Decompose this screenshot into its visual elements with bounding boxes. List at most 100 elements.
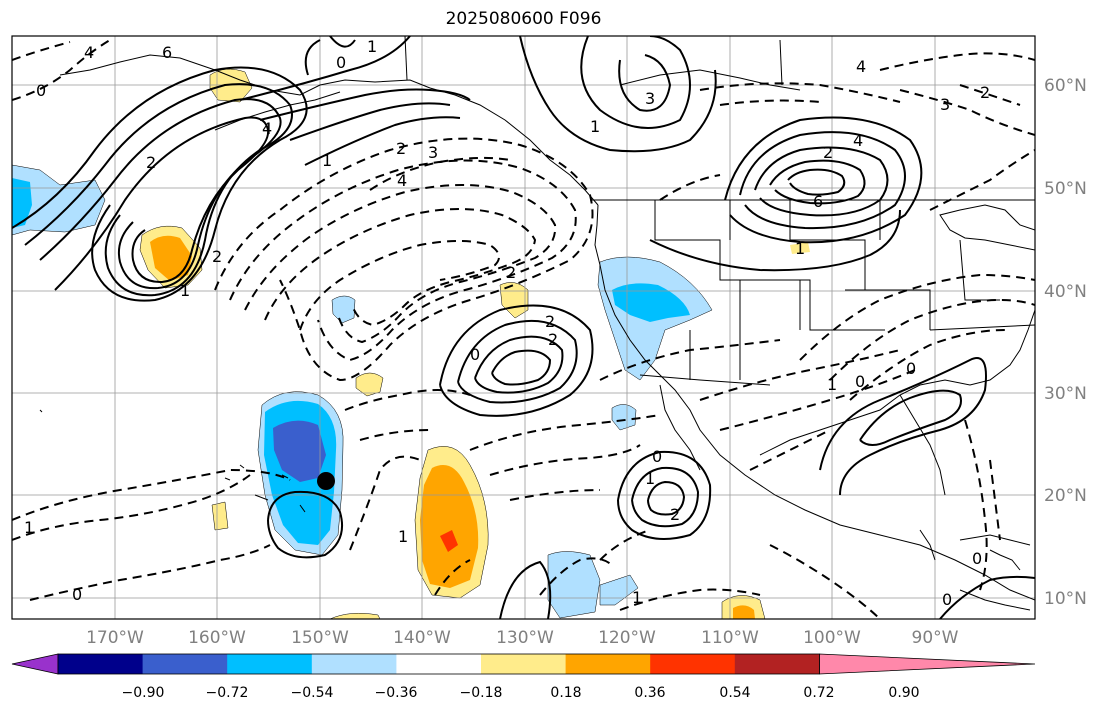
- colorbar-tick-labels: −0.90 −0.72 −0.54 −0.36 −0.18 0.18 0.36 …: [122, 685, 920, 701]
- lon-label: 150°W: [291, 628, 349, 648]
- contour-label: 2: [670, 505, 680, 524]
- lon-label: 120°W: [598, 628, 656, 648]
- contour-label: 0: [336, 53, 346, 72]
- shade-orange-central: [420, 465, 479, 588]
- contour-label: 3: [645, 89, 655, 108]
- shade-blue-west-edge-core: [12, 178, 32, 228]
- lon-label: 110°W: [701, 628, 759, 648]
- shade-blue-baja-south: [547, 551, 601, 619]
- colorbar-segment: [142, 654, 228, 674]
- contour-label: 3: [940, 95, 950, 114]
- contour-label: 0: [942, 590, 952, 609]
- shade-yellow-tiny: [790, 242, 810, 254]
- shade-blue-small: [331, 295, 356, 324]
- contour-label: 1: [795, 239, 805, 258]
- contour-label: 1: [645, 469, 655, 488]
- contour-label: 1: [322, 151, 332, 170]
- contour-label: 6: [162, 43, 172, 62]
- contour-label: 2: [396, 139, 406, 158]
- lon-label: 100°W: [803, 628, 861, 648]
- lat-label: 10°N: [1044, 589, 1087, 609]
- colorbar-segment: [58, 654, 144, 674]
- contour-label: 0: [470, 345, 480, 364]
- contour-label: 2: [980, 83, 990, 102]
- contour-label: 0: [36, 81, 46, 100]
- contour-label: 2: [823, 143, 833, 162]
- colorbar-segment: [227, 654, 313, 674]
- colorbar-segment: [396, 654, 482, 674]
- contour-label: 4: [856, 57, 866, 76]
- lat-label: 60°N: [1044, 76, 1087, 96]
- lat-label: 30°N: [1044, 384, 1087, 404]
- contour-label: 4: [397, 171, 407, 190]
- shade-blue-hawaii-core: [273, 420, 326, 482]
- lon-label: 140°W: [393, 628, 451, 648]
- colorbar-tick-label: −0.54: [291, 685, 334, 701]
- lat-label: 40°N: [1044, 282, 1087, 302]
- lon-label: 90°W: [912, 628, 959, 648]
- colorbar-segment: [565, 654, 651, 674]
- lon-label: 130°W: [496, 628, 554, 648]
- colorbar-tick-label: 0.54: [719, 685, 750, 701]
- contour-label: 1: [367, 37, 377, 56]
- colorbar-segments: [11, 653, 1036, 675]
- contours-positive: [12, 36, 1035, 619]
- contour-label: 1: [632, 588, 642, 607]
- contour-label: 1: [827, 375, 837, 394]
- colorbar-segment: [734, 654, 820, 674]
- colorbar-tick-label: 0.36: [634, 685, 665, 701]
- contour-label: 2: [545, 312, 555, 331]
- shade-blue-west-edge: [12, 164, 106, 236]
- lon-label: 170°W: [86, 628, 144, 648]
- map-frame: [11, 35, 1036, 620]
- shade-orange-pacific: [150, 235, 192, 281]
- colorbar-outline: [57, 653, 820, 675]
- shade-yellow-bottom-2: [329, 612, 381, 619]
- contour-label: 2: [146, 153, 156, 172]
- contour-label: 4: [262, 119, 272, 138]
- lon-label: 160°W: [188, 628, 246, 648]
- colorbar-extend-max: [819, 653, 1036, 675]
- contour-label: 4: [84, 43, 94, 62]
- colorbar-segment: [311, 654, 397, 674]
- map-panel: 6 4 0 1 4 2 0 1 2 3 4 3 1 4 3 2 6 4 2 1 …: [12, 36, 1035, 619]
- colorbar-segment: [481, 654, 567, 674]
- colorbar-segment: [650, 654, 736, 674]
- lat-label: 50°N: [1044, 179, 1087, 199]
- contour-labels: 6 4 0 1 4 2 0 1 2 3 4 3 1 4 3 2 6 4 2 1 …: [24, 37, 990, 609]
- contour-label: 1: [24, 518, 34, 537]
- contour-label: 1: [398, 527, 408, 546]
- colorbar-extend-min: [11, 653, 59, 675]
- lat-label: 20°N: [1044, 486, 1087, 506]
- map-title: 2025080600 F096: [445, 9, 602, 29]
- colorbar-tick-label: −0.36: [375, 685, 418, 701]
- contour-label: 1: [590, 117, 600, 136]
- shade-yellow-small: [355, 372, 384, 397]
- shade-red-central: [440, 530, 458, 552]
- colorbar-tick-label: −0.18: [460, 685, 503, 701]
- colorbar-tick-label: −0.90: [122, 685, 165, 701]
- longitude-labels: 170°W 160°W 150°W 140°W 130°W 120°W 110°…: [86, 628, 959, 648]
- colorbar-tick-label: −0.72: [206, 685, 249, 701]
- contour-label: 2: [548, 330, 558, 349]
- shade-blue-small-3: [611, 404, 637, 431]
- contours-negative: [12, 39, 1035, 619]
- shade-blue-baja-south-2: [599, 574, 639, 606]
- map-gridlines: [12, 36, 1035, 619]
- shade-blue-california-core: [612, 283, 690, 322]
- colorbar-tick-label: 0.90: [888, 685, 919, 701]
- contour-label: 3: [428, 143, 438, 162]
- shade-orange-bottom: [733, 605, 755, 619]
- contour-label: 6: [813, 192, 823, 211]
- latitude-labels: 60°N 50°N 40°N 30°N 20°N 10°N: [1044, 76, 1087, 609]
- contour-label: 0: [652, 447, 662, 466]
- colorbar-tick-label: 0.72: [803, 685, 834, 701]
- contour-label: 0: [906, 359, 916, 378]
- contour-label: 4: [853, 131, 863, 150]
- contour-label: 2: [212, 247, 222, 266]
- colorbar: −0.90 −0.72 −0.54 −0.36 −0.18 0.18 0.36 …: [11, 653, 1036, 701]
- contour-label: 1: [180, 281, 190, 300]
- shade-yellow-small-2: [211, 501, 229, 531]
- location-marker: [317, 472, 335, 490]
